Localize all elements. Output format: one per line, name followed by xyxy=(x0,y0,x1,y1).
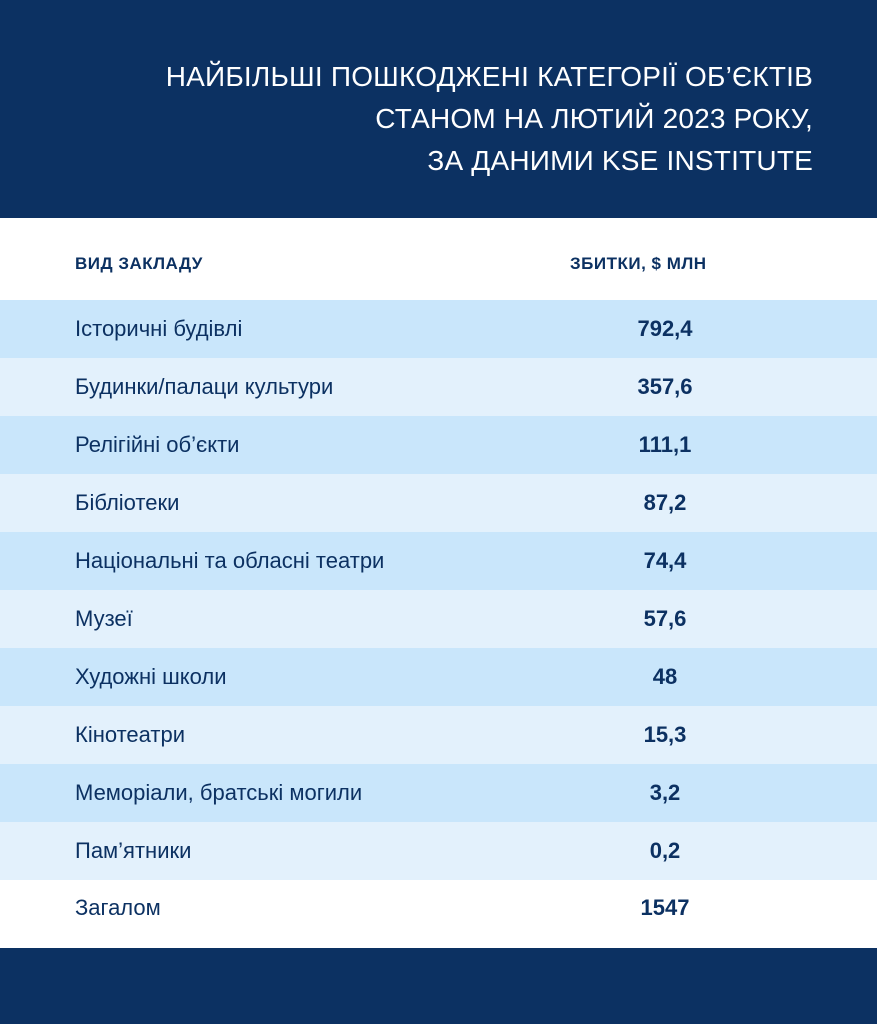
row-category: Музеї xyxy=(75,606,133,631)
table-row: Художні школи 48 xyxy=(0,648,877,706)
table-row: Меморіали, братські могили 3,2 xyxy=(0,764,877,822)
row-value: 0,2 xyxy=(649,838,681,863)
table-row: Музеї 57,6 xyxy=(0,590,877,648)
row-value: 357,6 xyxy=(637,374,693,399)
row-category: Будинки/палаци культури xyxy=(75,374,334,399)
row-value: 57,6 xyxy=(643,606,687,631)
row-value: 15,3 xyxy=(643,722,687,747)
table-row: Релігійні об’єкти 111,1 xyxy=(0,416,877,474)
title-line-3: ЗА ДАНИМИ KSE INSTITUTE xyxy=(427,145,813,176)
row-category: Бібліотеки xyxy=(75,490,180,515)
row-value: 792,4 xyxy=(637,316,693,341)
table-row: Кінотеатри 15,3 xyxy=(0,706,877,764)
title-line-1: НАЙБІЛЬШІ ПОШКОДЖЕНІ КАТЕГОРІЇ ОБ’ЄКТІВ xyxy=(165,61,813,92)
table-row: Національні та обласні театри 74,4 xyxy=(0,532,877,590)
row-category: Історичні будівлі xyxy=(75,316,243,341)
row-value: 74,4 xyxy=(643,548,687,573)
column-header-category: ВИД ЗАКЛАДУ xyxy=(75,254,203,273)
table-row: Бібліотеки 87,2 xyxy=(0,474,877,532)
row-category: Пам’ятники xyxy=(75,838,192,863)
table-row: Історичні будівлі 792,4 xyxy=(0,300,877,358)
chart-title: НАЙБІЛЬШІ ПОШКОДЖЕНІ КАТЕГОРІЇ ОБ’ЄКТІВ … xyxy=(166,56,813,182)
table-header: ВИД ЗАКЛАДУ ЗБИТКИ, $ МЛН xyxy=(0,218,877,300)
table-body: Історичні будівлі 792,4 Будинки/палаци к… xyxy=(0,300,877,944)
row-value: 111,1 xyxy=(638,432,692,457)
row-category: Меморіали, братські могили xyxy=(75,780,363,805)
table-row: Будинки/палаци культури 357,6 xyxy=(0,358,877,416)
row-category: Релігійні об’єкти xyxy=(75,432,240,457)
column-header-damage: ЗБИТКИ, $ МЛН xyxy=(570,254,707,273)
row-category: Національні та обласні театри xyxy=(75,548,385,573)
row-value: 48 xyxy=(652,664,678,689)
title-line-2: СТАНОМ НА ЛЮТИЙ 2023 РОКУ, xyxy=(375,103,813,134)
footer-band xyxy=(0,948,877,1024)
row-value: 3,2 xyxy=(649,780,681,805)
row-category: Художні школи xyxy=(75,664,227,689)
row-value: 87,2 xyxy=(643,490,687,515)
title-banner: НАЙБІЛЬШІ ПОШКОДЖЕНІ КАТЕГОРІЇ ОБ’ЄКТІВ … xyxy=(0,0,877,218)
table-row: Пам’ятники 0,2 xyxy=(0,822,877,880)
total-row: Загалом 1547 xyxy=(0,880,877,944)
total-value: 1547 xyxy=(640,895,690,920)
row-category: Кінотеатри xyxy=(75,722,186,747)
total-label: Загалом xyxy=(75,895,161,920)
